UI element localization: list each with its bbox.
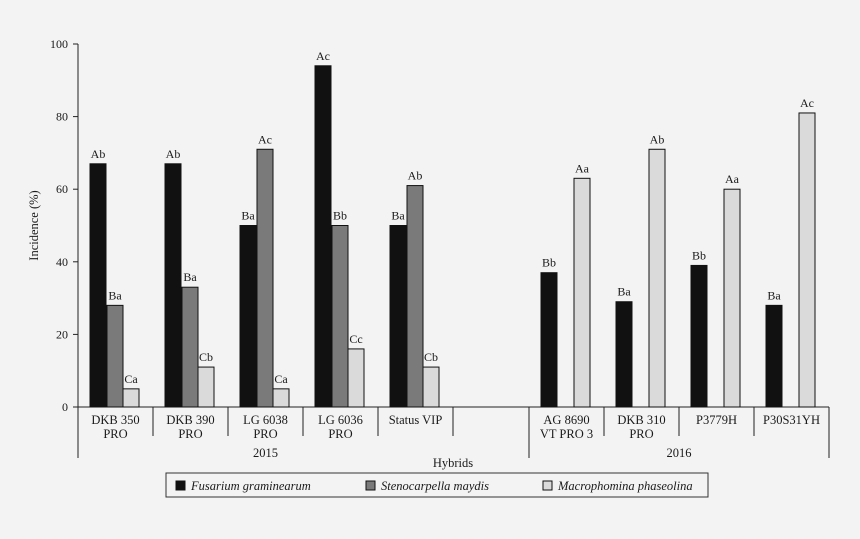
data-label: Bb	[692, 248, 706, 262]
data-label: Ba	[767, 288, 781, 302]
legend-swatch	[175, 480, 186, 491]
y-tick-label: 100	[50, 37, 68, 51]
bar-macrophomina-phaseolina	[573, 177, 591, 408]
category-label: DKB 310	[617, 413, 665, 427]
bar-fusarium-graminearum	[690, 264, 708, 408]
category-label: PRO	[178, 427, 202, 441]
y-tick-label: 20	[56, 327, 68, 341]
bar-stenocarpella-maydis	[106, 304, 124, 408]
bar-fusarium-graminearum	[164, 163, 182, 408]
legend-swatch	[542, 480, 553, 491]
category-label: PRO	[328, 427, 352, 441]
bar-fusarium-graminearum	[615, 301, 633, 408]
data-label: Aa	[725, 172, 740, 186]
data-label: Bb	[542, 256, 556, 270]
y-tick-label: 0	[62, 400, 68, 414]
bar-stenocarpella-maydis	[406, 185, 424, 408]
data-label: Bb	[333, 209, 347, 223]
bar-macrophomina-phaseolina	[798, 112, 816, 408]
data-label: Ac	[258, 132, 272, 146]
bar-macrophomina-phaseolina	[122, 388, 140, 408]
data-label: Ab	[166, 147, 181, 161]
y-tick-label: 60	[56, 182, 68, 196]
data-label: Ab	[650, 132, 665, 146]
y-tick-label: 40	[56, 255, 68, 269]
bar-macrophomina-phaseolina	[272, 388, 290, 408]
category-label: VT PRO 3	[540, 427, 593, 441]
y-axis-title: Incidence (%)	[27, 190, 41, 260]
category-label: LG 6036	[318, 413, 363, 427]
data-label: Ba	[391, 209, 405, 223]
data-label: Ba	[108, 288, 122, 302]
category-label: PRO	[253, 427, 277, 441]
bar-fusarium-graminearum	[540, 272, 558, 408]
category-label: P3779H	[696, 413, 737, 427]
data-label: Ac	[800, 96, 814, 110]
data-label: Ca	[124, 372, 138, 386]
data-label: Aa	[575, 161, 590, 175]
data-label: Ab	[91, 147, 106, 161]
bar-stenocarpella-maydis	[331, 225, 349, 408]
legend-swatch	[365, 480, 376, 491]
data-label: Ac	[316, 49, 330, 63]
y-tick-label: 80	[56, 110, 68, 124]
bar-fusarium-graminearum	[314, 65, 332, 408]
bar-stenocarpella-maydis	[256, 148, 274, 408]
data-label: Ba	[183, 270, 197, 284]
bar-macrophomina-phaseolina	[197, 366, 215, 408]
bar-macrophomina-phaseolina	[347, 348, 365, 408]
legend-label: Fusarium graminearum	[190, 479, 311, 493]
category-label: LG 6038	[243, 413, 288, 427]
data-label: Ab	[408, 169, 423, 183]
x-axis-title: Hybrids	[433, 456, 473, 470]
category-label: PRO	[103, 427, 127, 441]
group-year-label: 2015	[253, 446, 278, 460]
group-year-label: 2016	[667, 446, 692, 460]
bar-macrophomina-phaseolina	[723, 188, 741, 408]
legend-label: Stenocarpella maydis	[381, 479, 489, 493]
bar-fusarium-graminearum	[765, 304, 783, 408]
category-label: AG 8690	[543, 413, 589, 427]
bar-fusarium-graminearum	[389, 225, 407, 408]
data-label: Ba	[241, 209, 255, 223]
legend-box	[165, 472, 709, 498]
category-label: DKB 390	[166, 413, 214, 427]
legend-label: Macrophomina phaseolina	[557, 479, 693, 493]
bar-macrophomina-phaseolina	[648, 148, 666, 408]
bar-fusarium-graminearum	[89, 163, 107, 408]
data-label: Cb	[424, 350, 438, 364]
bar-stenocarpella-maydis	[181, 286, 199, 408]
bar-macrophomina-phaseolina	[422, 366, 440, 408]
data-label: Cb	[199, 350, 213, 364]
category-label: DKB 350	[91, 413, 139, 427]
bar-fusarium-graminearum	[239, 225, 257, 408]
category-label: P30S31YH	[763, 413, 820, 427]
data-label: Cc	[349, 332, 362, 346]
category-label: Status VIP	[389, 413, 443, 427]
data-label: Ca	[274, 372, 288, 386]
category-label: PRO	[629, 427, 653, 441]
data-label: Ba	[617, 285, 631, 299]
